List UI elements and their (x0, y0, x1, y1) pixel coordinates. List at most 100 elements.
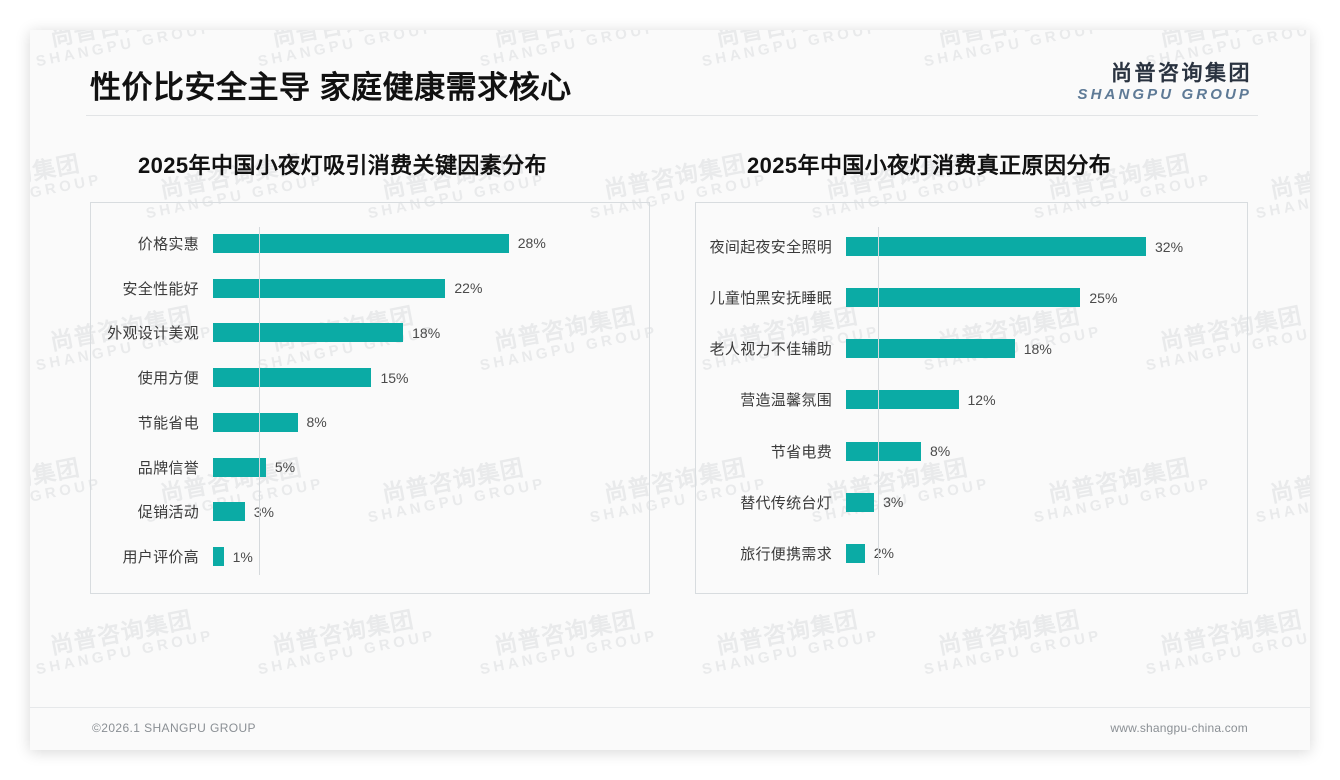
bar-row: 价格实惠 28% (91, 230, 649, 256)
bar-category-label: 儿童怕黑安抚睡眠 (709, 290, 832, 308)
bar-value-label: 15% (380, 369, 409, 386)
chart-title-right: 2025年中国小夜灯消费真正原因分布 (747, 153, 1112, 178)
bar-track: 3% (844, 492, 1247, 512)
bar-row: 安全性能好 22% (91, 275, 649, 301)
bar-track: 3% (211, 502, 649, 522)
chart-panel-left: 2025年中国小夜灯吸引消费关键因素分布 价格实惠 28% 安全性能好 22% 外观设计… (30, 148, 670, 594)
bar-segment[interactable] (213, 323, 404, 343)
bar-row: 旅行便携需求 2% (696, 540, 1247, 566)
page-title: 性价比安全主导 家庭健康需求核心 (90, 70, 572, 105)
bar-track: 28% (211, 233, 649, 253)
bar-value-label: 28% (517, 235, 546, 252)
bar-segment[interactable] (213, 412, 298, 432)
header-divider (86, 115, 1258, 116)
slide-header: 性价比安全主导 家庭健康需求核心 尚普咨询集团 SHANGPU GROUP (30, 30, 1310, 106)
chart-axis-line-right (878, 227, 879, 575)
bar-category-label: 旅行便携需求 (740, 545, 832, 563)
bar-value-label: 22% (454, 280, 483, 297)
bar-value-label: 25% (1089, 289, 1118, 306)
chart-axis-line-left (259, 227, 260, 575)
bar-track: 18% (844, 339, 1247, 359)
bar-segment[interactable] (213, 547, 224, 567)
logo-chinese-text: 尚普咨询集团 (1111, 62, 1252, 85)
bar-value-label: 18% (412, 324, 441, 341)
footer-copyright: ©2026.1 SHANGPU GROUP (92, 721, 256, 735)
bar-row: 营造温馨氛围 12% (696, 387, 1247, 413)
bar-track: 12% (844, 390, 1247, 410)
slide-footer: ©2026.1 SHANGPU GROUP www.shangpu-china.… (30, 707, 1310, 750)
bar-segment[interactable] (213, 368, 372, 388)
bar-category-label: 使用方便 (137, 370, 199, 388)
bar-row: 品牌信誉 5% (91, 454, 649, 480)
bar-track: 32% (844, 237, 1247, 257)
bar-rows-left: 价格实惠 28% 安全性能好 22% 外观设计美观 18% 使用方便 15% 节能省电 8% 品牌信… (91, 221, 649, 579)
bar-row: 使用方便 15% (91, 365, 649, 391)
bar-track: 2% (844, 543, 1247, 563)
bar-row: 老人视力不佳辅助 18% (696, 336, 1247, 362)
bar-segment[interactable] (846, 288, 1081, 308)
bar-track: 1% (211, 547, 649, 567)
bar-value-label: 32% (1155, 238, 1184, 255)
bar-category-label: 安全性能好 (122, 280, 199, 298)
bar-value-label: 8% (930, 443, 951, 460)
bar-track: 25% (844, 288, 1247, 308)
bar-row: 外观设计美观 18% (91, 320, 649, 346)
bar-value-label: 1% (232, 548, 253, 565)
bar-row: 夜间起夜安全照明 32% (696, 234, 1247, 260)
bar-segment[interactable] (213, 502, 245, 522)
bar-category-label: 促销活动 (137, 504, 199, 522)
chart-title-left: 2025年中国小夜灯吸引消费关键因素分布 (138, 153, 547, 178)
bar-row: 儿童怕黑安抚睡眠 25% (696, 285, 1247, 311)
bar-value-label: 2% (873, 545, 894, 562)
bar-category-label: 用户评价高 (122, 549, 199, 567)
bar-segment[interactable] (846, 339, 1015, 359)
logo-english-text: SHANGPU GROUP (1077, 86, 1252, 104)
bar-segment[interactable] (846, 390, 959, 410)
bar-category-label: 品牌信誉 (137, 459, 199, 477)
bar-segment[interactable] (213, 457, 266, 477)
chart-card-right: 夜间起夜安全照明 32% 儿童怕黑安抚睡眠 25% 老人视力不佳辅助 18% 营造温馨氛围 1… (695, 202, 1248, 594)
bar-track: 18% (211, 323, 649, 343)
bar-track: 8% (211, 412, 649, 432)
bar-value-label: 18% (1023, 340, 1052, 357)
bar-value-label: 3% (883, 494, 904, 511)
bar-value-label: 8% (306, 414, 327, 431)
bar-category-label: 夜间起夜安全照明 (709, 239, 832, 257)
bar-category-label: 节省电费 (770, 443, 832, 461)
bar-segment[interactable] (213, 278, 446, 298)
bar-row: 节省电费 8% (696, 438, 1247, 464)
bar-row: 用户评价高 1% (91, 544, 649, 570)
charts-row: 2025年中国小夜灯吸引消费关键因素分布 价格实惠 28% 安全性能好 22% 外观设计… (30, 148, 1310, 594)
bar-segment[interactable] (846, 492, 875, 512)
bar-value-label: 12% (967, 391, 996, 408)
bar-category-label: 节能省电 (137, 414, 199, 432)
chart-panel-right: 2025年中国小夜灯消费真正原因分布 夜间起夜安全照明 32% 儿童怕黑安抚睡眠 25… (670, 148, 1310, 594)
bar-segment[interactable] (213, 233, 509, 253)
bar-track: 8% (844, 441, 1247, 461)
bar-value-label: 3% (253, 503, 274, 520)
bar-category-label: 老人视力不佳辅助 (709, 341, 832, 359)
bar-track: 15% (211, 368, 649, 388)
bar-segment[interactable] (846, 441, 921, 461)
chart-card-left: 价格实惠 28% 安全性能好 22% 外观设计美观 18% 使用方便 15% 节能省电 8% 品牌信… (90, 202, 650, 594)
bar-rows-right: 夜间起夜安全照明 32% 儿童怕黑安抚睡眠 25% 老人视力不佳辅助 18% 营造温馨氛围 1… (696, 221, 1247, 579)
bar-segment[interactable] (846, 543, 865, 563)
footer-website[interactable]: www.shangpu-china.com (1110, 721, 1248, 735)
bar-track: 22% (211, 278, 649, 298)
bar-row: 节能省电 8% (91, 409, 649, 435)
bar-segment[interactable] (846, 237, 1146, 257)
bar-row: 替代传统台灯 3% (696, 489, 1247, 515)
bar-category-label: 营造温馨氛围 (740, 392, 832, 410)
bar-category-label: 外观设计美观 (107, 325, 199, 343)
bar-track: 5% (211, 457, 649, 477)
bar-category-label: 替代传统台灯 (740, 494, 832, 512)
brand-logo: 尚普咨询集团 SHANGPU GROUP (1078, 62, 1252, 104)
bar-row: 促销活动 3% (91, 499, 649, 525)
bar-value-label: 5% (274, 459, 296, 476)
bar-category-label: 价格实惠 (137, 235, 199, 253)
